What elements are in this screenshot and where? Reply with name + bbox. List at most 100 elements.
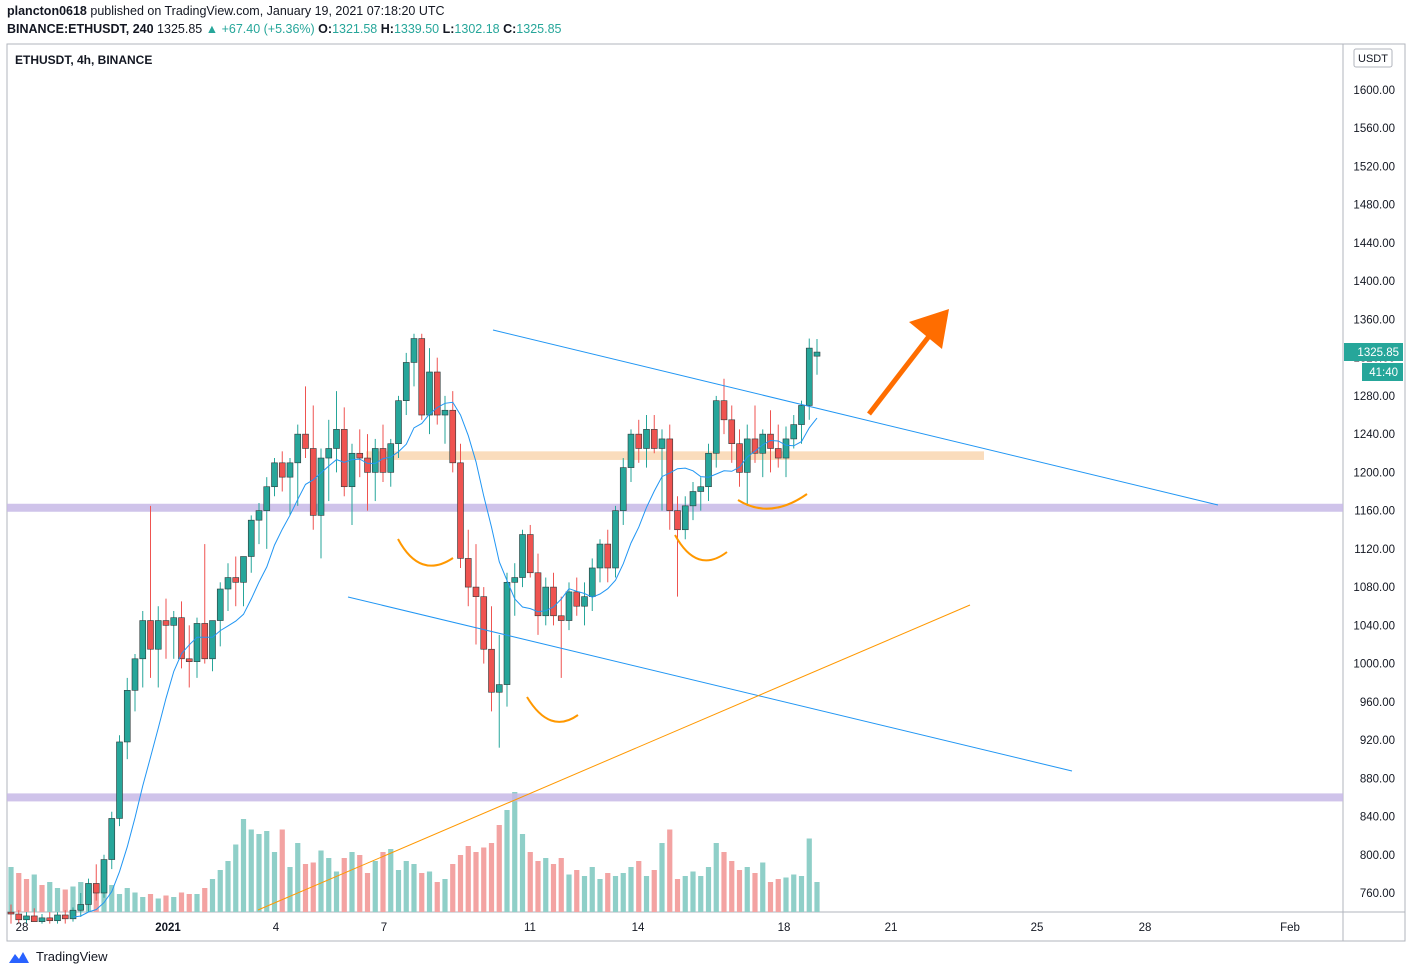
candle-body: [480, 596, 488, 650]
close-value: 1325.85: [516, 22, 562, 36]
volume-bar: [535, 861, 541, 912]
candle: [813, 339, 821, 375]
candle-body: [720, 400, 728, 421]
volume-bar: [155, 898, 161, 912]
breakout-arrow-head: [909, 309, 949, 349]
volume-bar: [527, 852, 533, 912]
candle: [449, 391, 457, 473]
candle: [139, 610, 147, 688]
candle-body: [364, 457, 371, 473]
candle: [7, 904, 15, 924]
candle-body: [681, 505, 689, 531]
candle-body: [69, 909, 77, 920]
candle: [356, 429, 364, 478]
price-tick-label: 1160.00: [1354, 506, 1395, 518]
volume-bar: [512, 792, 518, 912]
open-label: O:: [318, 22, 333, 36]
candle: [69, 907, 77, 922]
volume-bar: [721, 852, 727, 912]
candle-body: [255, 510, 263, 521]
candle: [565, 582, 573, 631]
candle: [278, 451, 286, 492]
candle: [619, 458, 627, 525]
candle-body: [612, 510, 619, 569]
volume-bar: [798, 876, 805, 912]
candle: [317, 448, 325, 559]
price-tick-label: 1400.00: [1353, 276, 1395, 288]
volume-bar: [364, 873, 371, 912]
volume-bar: [744, 867, 750, 912]
moving-average-line: [72, 401, 818, 918]
volume-bar: [132, 892, 138, 912]
candle: [92, 864, 100, 901]
ohlc-legend: BINANCE:ETHUSDT, 240 1325.85 ▲ +67.40 (+…: [7, 22, 561, 36]
candle-body: [162, 620, 170, 626]
candle: [650, 415, 658, 454]
volume-bar: [791, 874, 797, 912]
tradingview-logo-icon: [9, 951, 29, 963]
footer-brand[interactable]: TradingView: [8, 949, 108, 964]
candle: [46, 912, 54, 924]
volume-bar: [581, 876, 588, 912]
candle-body: [472, 586, 480, 597]
candle-body: [519, 534, 526, 578]
candle-body: [216, 588, 224, 621]
volume-bar: [302, 864, 309, 912]
price-tick-label: 840.00: [1360, 812, 1395, 824]
candle: [790, 415, 798, 449]
volume-bar: [729, 861, 735, 912]
volume-bar: [690, 871, 696, 912]
volume-bar: [643, 876, 650, 912]
candle-body: [46, 917, 54, 922]
candle: [798, 400, 805, 444]
candle: [340, 407, 348, 497]
time-tick-label: 28: [16, 922, 29, 934]
volume-bar: [651, 870, 657, 912]
candle: [271, 458, 278, 497]
currency-label: USDT: [1358, 53, 1388, 65]
volume-bar: [54, 888, 61, 912]
candle-body: [581, 596, 588, 607]
publisher-name[interactable]: plancton0618: [7, 4, 87, 18]
volume-bar: [589, 867, 595, 912]
candle: [309, 405, 317, 530]
candle: [596, 539, 604, 583]
candle: [216, 582, 224, 647]
volume-bar: [186, 894, 192, 912]
candle: [232, 556, 240, 607]
volume-bar: [62, 889, 68, 912]
candle: [379, 424, 387, 482]
price-tick-label: 1200.00: [1353, 467, 1395, 479]
candle-body: [666, 438, 674, 511]
close-label: C:: [503, 22, 517, 36]
candle-body: [743, 438, 751, 473]
volume-bar: [605, 873, 611, 912]
time-tick-label: Feb: [1280, 922, 1300, 934]
candle-body: [798, 405, 805, 425]
drawings: [72, 309, 1219, 918]
candle: [503, 572, 511, 707]
candle-body: [77, 904, 85, 911]
support-level: [7, 503, 1343, 512]
currency-tag[interactable]: USDT: [1353, 48, 1393, 68]
candle: [61, 910, 69, 924]
candle: [371, 438, 379, 502]
candle-body: [240, 556, 247, 583]
candle: [643, 415, 650, 468]
volume-bar: [659, 843, 665, 912]
price-tick-label: 1040.00: [1353, 620, 1395, 632]
candle-body: [736, 443, 743, 473]
high-value: 1339.50: [393, 22, 440, 36]
volume-bar: [426, 871, 433, 912]
candle: [557, 596, 565, 678]
volume-bar: [264, 831, 270, 912]
candle-body: [604, 543, 612, 569]
volume-bar: [217, 870, 223, 912]
volume-bar: [395, 870, 402, 912]
volume-bar: [240, 819, 247, 912]
candle-body: [674, 510, 681, 531]
candle-body: [790, 424, 798, 440]
candle-body: [395, 400, 402, 445]
candle: [387, 438, 395, 487]
